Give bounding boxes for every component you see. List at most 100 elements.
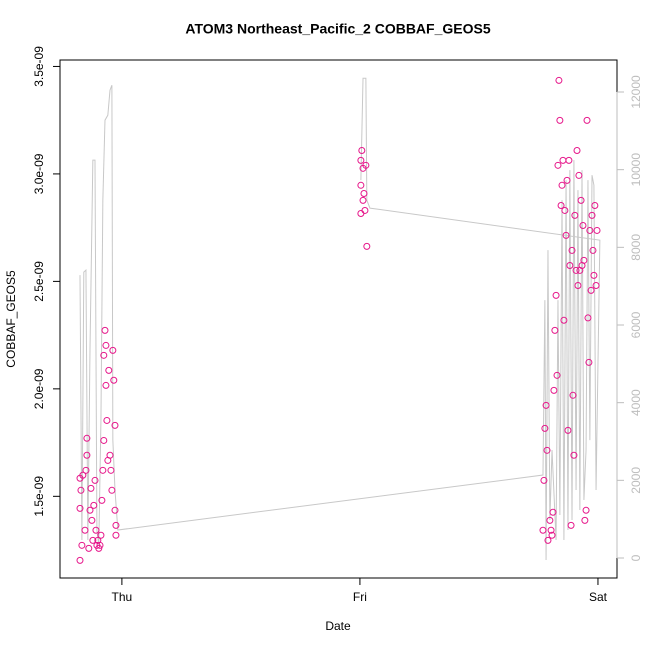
data-point <box>110 376 118 384</box>
data-point <box>583 116 591 124</box>
data-point <box>586 226 594 234</box>
data-point <box>566 261 574 269</box>
data-point <box>92 526 100 534</box>
data-point <box>568 246 576 254</box>
data-point <box>563 176 571 184</box>
y2-tick-label: 0 <box>629 554 643 561</box>
data-point <box>552 291 560 299</box>
data-point <box>571 211 579 219</box>
data-point <box>76 504 84 512</box>
data-point <box>554 161 562 169</box>
data-point <box>96 541 104 549</box>
data-point <box>78 541 86 549</box>
data-point <box>108 486 116 494</box>
data-point <box>567 521 575 529</box>
y-tick-label: 2.0e-09 <box>32 368 46 409</box>
data-point <box>591 202 599 210</box>
data-point <box>570 451 578 459</box>
y-axis-label: COBBAF_GEOS5 <box>4 270 18 368</box>
data-point <box>112 531 120 539</box>
data-point <box>582 506 590 514</box>
data-point <box>362 161 370 169</box>
data-point <box>363 242 371 250</box>
data-point <box>103 416 111 424</box>
data-point <box>544 536 552 544</box>
data-point <box>553 371 561 379</box>
data-point <box>587 286 595 294</box>
y2-tick-label: 10000 <box>629 153 643 187</box>
data-point <box>562 231 570 239</box>
data-point <box>588 211 596 219</box>
data-point <box>579 222 587 230</box>
data-point <box>77 486 85 494</box>
data-point <box>109 346 117 354</box>
data-point <box>565 156 573 164</box>
data-point <box>541 424 549 432</box>
data-point <box>557 202 565 210</box>
data-point <box>86 506 94 514</box>
data-point <box>556 116 564 124</box>
data-point <box>539 526 547 534</box>
data-point <box>102 381 110 389</box>
data-point <box>102 341 110 349</box>
data-point <box>81 526 89 534</box>
data-point <box>543 446 551 454</box>
data-point <box>88 516 96 524</box>
data-point <box>76 556 84 564</box>
data-point <box>574 281 582 289</box>
y-tick-label: 2.5e-09 <box>32 261 46 302</box>
y2-tick-label: 4000 <box>629 389 643 416</box>
data-point <box>547 526 555 534</box>
y-tick-label: 1.5e-09 <box>32 476 46 517</box>
data-point <box>542 401 550 409</box>
data-point <box>91 476 99 484</box>
data-point <box>589 246 597 254</box>
data-point <box>112 521 120 529</box>
y2-tick-label: 6000 <box>629 311 643 338</box>
data-point <box>101 326 109 334</box>
data-point <box>357 156 365 164</box>
data-point <box>100 436 108 444</box>
data-point <box>561 206 569 214</box>
data-point <box>358 146 366 154</box>
data-point <box>575 171 583 179</box>
data-point <box>577 196 585 204</box>
data-point <box>95 544 103 552</box>
data-point <box>87 484 95 492</box>
y2-tick-label: 2000 <box>629 467 643 494</box>
data-point <box>98 496 106 504</box>
data-point <box>83 434 91 442</box>
y2-tick-label: 12000 <box>629 75 643 109</box>
data-point <box>357 181 365 189</box>
x-axis-label: Date <box>325 619 351 633</box>
data-point <box>89 536 97 544</box>
data-point <box>83 451 91 459</box>
data-point <box>540 476 548 484</box>
data-point <box>560 316 568 324</box>
data-point <box>360 189 368 197</box>
data-point <box>546 516 554 524</box>
data-point <box>100 351 108 359</box>
data-point <box>85 544 93 552</box>
data-point <box>107 466 115 474</box>
data-point <box>79 471 87 479</box>
data-point <box>590 271 598 279</box>
data-point <box>361 206 369 214</box>
data-point <box>548 531 556 539</box>
data-point <box>572 266 580 274</box>
data-point <box>581 516 589 524</box>
x-tick-label: Thu <box>112 590 133 604</box>
data-point <box>97 531 105 539</box>
x-tick-label: Sat <box>589 590 608 604</box>
data-point <box>99 466 107 474</box>
data-point <box>359 196 367 204</box>
y-tick-label: 3.5e-09 <box>32 46 46 87</box>
data-point <box>549 508 557 516</box>
data-point <box>106 451 114 459</box>
data-point <box>564 426 572 434</box>
data-point <box>551 326 559 334</box>
x-tick-label: Fri <box>353 590 367 604</box>
data-point <box>82 466 90 474</box>
